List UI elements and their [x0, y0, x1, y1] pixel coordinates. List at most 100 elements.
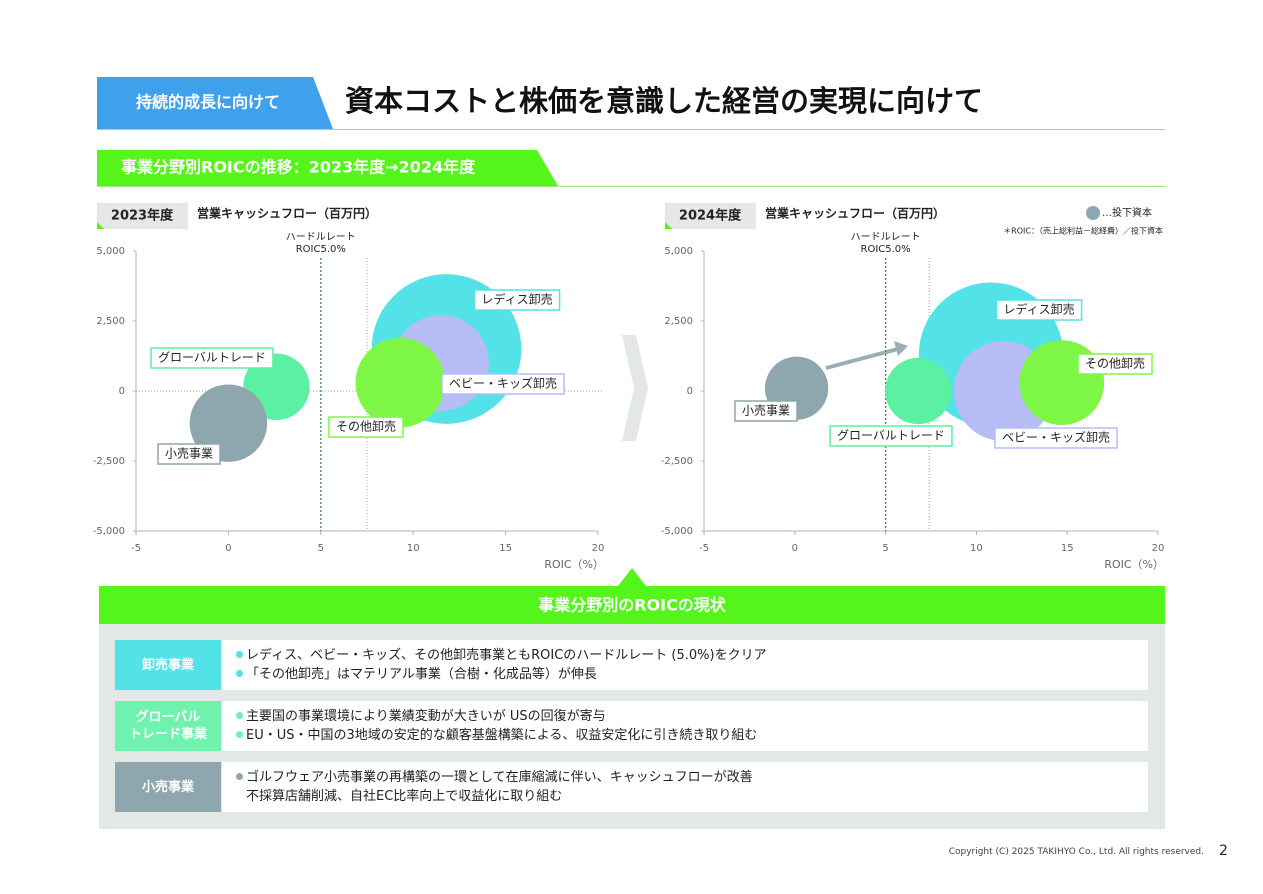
- chart-title: 営業キャッシュフロー（百万円）: [197, 206, 377, 221]
- legend-label: …投下資本: [1102, 206, 1152, 219]
- header-tag-bg: [97, 77, 333, 129]
- section-bg: [97, 150, 558, 186]
- x-tick-label: 15: [1061, 543, 1074, 554]
- chart-tag: 2024年度: [679, 208, 742, 224]
- chart-tag: 2023年度: [111, 208, 174, 224]
- bullet: [236, 712, 243, 719]
- bullet: [236, 670, 243, 677]
- bubble-label: レディス卸売: [481, 292, 552, 307]
- header-title: 資本コストと株価を意識した経営の実現に向けて: [345, 84, 983, 118]
- pointer: [618, 568, 646, 586]
- x-tick-label: -5: [131, 543, 141, 554]
- arrow-head: [894, 341, 908, 356]
- bubble-label-box: [157, 443, 221, 465]
- bullet: [236, 773, 243, 780]
- summary-row: 小売事業 ゴルフウェア小売事業の再構築の一環として在庫縮減に伴い、キャッシュフロー…: [115, 762, 1148, 812]
- item-text: ゴルフウェア小売事業の再構築の一環として在庫縮減に伴い、キャッシュフローが改善: [246, 770, 753, 785]
- x-tick-label: 20: [592, 543, 605, 554]
- x-tick-label: 5: [882, 543, 888, 554]
- row-label: 小売事業: [115, 762, 221, 812]
- bubble-label-box: [1077, 353, 1153, 375]
- bubble-label-box: [994, 427, 1118, 449]
- bubble-label: その他卸売: [336, 419, 396, 434]
- x-tick-label: 0: [225, 543, 231, 554]
- reference-label: ハードルレート: [851, 232, 921, 243]
- chart-tag-bg: [665, 203, 756, 229]
- bubble-label: 小売事業: [742, 403, 790, 418]
- row-item: ゴルフウェア小売事業の再構築の一環として在庫縮減に伴い、キャッシュフローが改善: [236, 768, 1148, 787]
- chart-tag-bg: [97, 203, 188, 229]
- summary-row: グローバル トレード事業 主要国の事業環境により業績変動が大きいが USの回復が寄…: [115, 701, 1148, 751]
- bubble-label-box: [829, 425, 953, 447]
- x-tick-label: 10: [970, 543, 983, 554]
- bubble: [885, 357, 952, 425]
- row-content: レディス、ベビー・キッズ、その他卸売事業ともROICのハードルレート (5.0%…: [222, 640, 1148, 690]
- reference-label: ROIC5.0%: [861, 244, 911, 255]
- bubble-label: その他卸売: [1085, 356, 1145, 371]
- y-tick-label: 5,000: [664, 246, 693, 257]
- row-item: EU・US・中国の3地域の安定的な顧客基盤構築による、収益安定化に引き続き取り組…: [236, 726, 1148, 745]
- bullet: [236, 651, 243, 658]
- bubble-label: グローバルトレード: [837, 429, 945, 443]
- note: ＊ROIC：（売上総利益－総経費）／投下資本: [1003, 226, 1163, 236]
- y-tick-label: 2,500: [96, 316, 125, 327]
- row-item: 主要国の事業環境により業績変動が大きいが USの回復が寄与: [236, 707, 1148, 726]
- bubble: [189, 384, 268, 462]
- summary: 卸売事業 レディス、ベビー・キッズ、その他卸売事業ともROICのハードルレート (…: [99, 624, 1165, 829]
- bubble-label-box: [734, 400, 798, 422]
- row-label: 卸売事業: [115, 640, 221, 690]
- reference-label: ROIC5.0%: [296, 244, 346, 255]
- y-tick-label: -5,000: [661, 526, 693, 537]
- bubble-label: レディス卸売: [1003, 302, 1074, 317]
- x-axis-label: ROIC（%）: [544, 558, 604, 571]
- bubble: [1019, 340, 1105, 426]
- section-title: 事業分野別ROICの推移：2023年度→2024年度: [121, 158, 476, 177]
- x-tick-label: 10: [407, 543, 420, 554]
- bubble-label: ベビー・キッズ卸売: [449, 376, 557, 391]
- item-text: レディス、ベビー・キッズ、その他卸売事業ともROICのハードルレート (5.0%…: [246, 648, 767, 663]
- y-tick-label: -2,500: [661, 456, 693, 467]
- bubble: [355, 337, 445, 428]
- legend-marker: [1086, 206, 1100, 220]
- y-tick-label: -2,500: [93, 456, 125, 467]
- row-label: グローバル トレード事業: [115, 701, 221, 751]
- page-number: 2: [1219, 843, 1228, 859]
- arrow: [825, 347, 899, 370]
- copyright: Copyright (C) 2025 TAKIHYO Co., Ltd. All…: [948, 847, 1204, 857]
- bubble-label: グローバルトレード: [158, 351, 266, 365]
- bubble-label: ベビー・キッズ卸売: [1002, 430, 1110, 445]
- y-tick-label: 2,500: [664, 316, 693, 327]
- summary-title: 事業分野別のROICの現状: [538, 596, 727, 615]
- row-item: 「その他卸売」はマテリアル事業（合樹・化成品等）が伸長: [236, 665, 1148, 684]
- x-tick-label: -5: [699, 543, 709, 554]
- chart-tag-mark: [665, 222, 672, 229]
- x-tick-label: 5: [318, 543, 324, 554]
- header-tag: 持続的成長に向けて: [136, 93, 280, 112]
- chart-title: 営業キャッシュフロー（百万円）: [765, 206, 945, 221]
- chevron: [622, 335, 648, 441]
- bubble-label-box: [328, 416, 404, 438]
- reference-label: ハードルレート: [286, 232, 356, 243]
- y-tick-label: -5,000: [93, 526, 125, 537]
- y-tick-label: 5,000: [96, 246, 125, 257]
- item-text: 「その他卸売」はマテリアル事業（合樹・化成品等）が伸長: [246, 667, 597, 682]
- chart-tag-mark: [97, 222, 104, 229]
- bubble-label: 小売事業: [165, 446, 213, 461]
- x-tick-label: 15: [499, 543, 512, 554]
- item-text: 主要国の事業環境により業績変動が大きいが USの回復が寄与: [246, 709, 606, 724]
- x-axis-label: ROIC（%）: [1104, 558, 1164, 571]
- row-item: 不採算店舗削減、自社EC比率向上で収益化に取り組む: [236, 787, 1148, 806]
- item-text: EU・US・中国の3地域の安定的な顧客基盤構築による、収益安定化に引き続き取り組…: [246, 728, 758, 743]
- x-tick-label: 20: [1152, 543, 1165, 554]
- y-tick-label: 0: [687, 386, 693, 397]
- row-content: ゴルフウェア小売事業の再構築の一環として在庫縮減に伴い、キャッシュフローが改善不…: [222, 762, 1148, 812]
- bubble-label-box: [473, 289, 561, 311]
- y-tick-label: 0: [119, 386, 125, 397]
- bubble-label-box: [150, 347, 274, 369]
- bubble-label-box: [441, 373, 565, 395]
- bubble-label-box: [995, 299, 1083, 321]
- bullet: [236, 731, 243, 738]
- row-item: レディス、ベビー・キッズ、その他卸売事業ともROICのハードルレート (5.0%…: [236, 646, 1148, 665]
- summary-bar: [99, 586, 1165, 624]
